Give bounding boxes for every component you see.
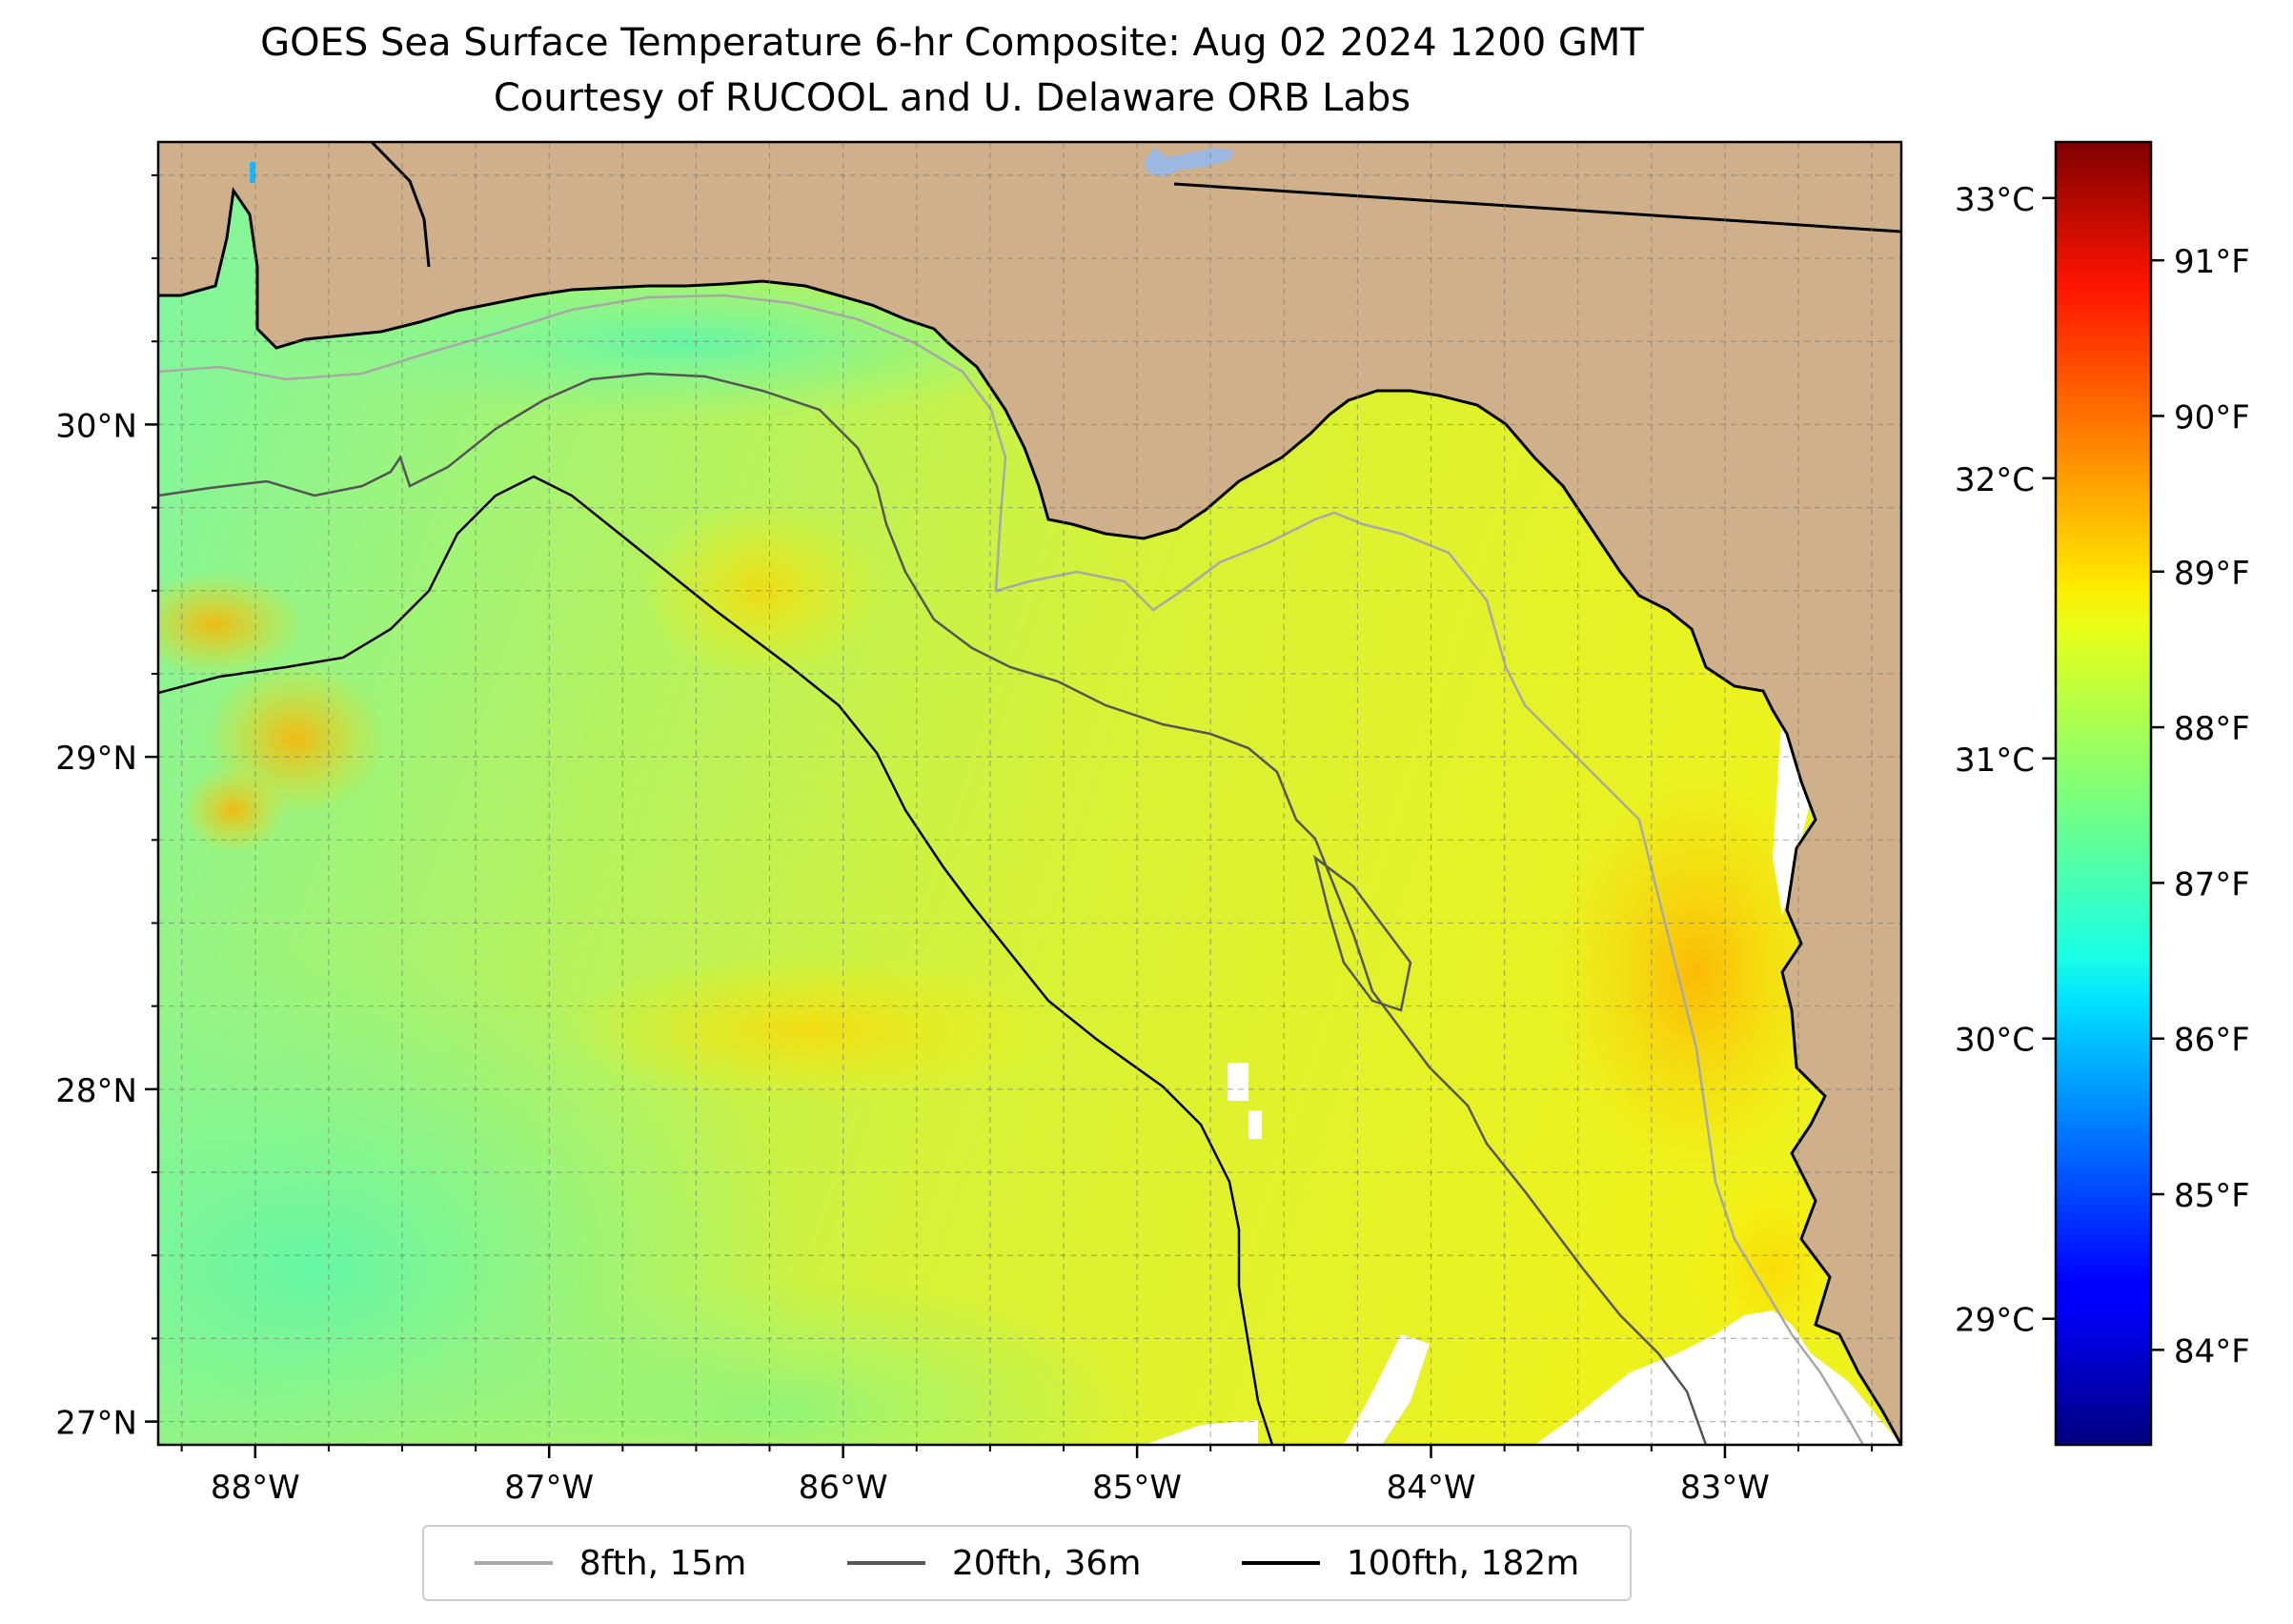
warm-water-patch xyxy=(639,500,886,681)
latitude-ticks: 30°N 29°N 28°N 27°N xyxy=(55,173,158,1443)
warm-water-patch xyxy=(1553,772,1839,1172)
fahrenheit-tick-label: 84°F xyxy=(2174,1332,2250,1370)
fahrenheit-tick-label: 87°F xyxy=(2174,865,2250,903)
celsius-tick-label: 33°C xyxy=(1955,181,2035,219)
legend-item-20fth: 20fth, 36m xyxy=(846,1543,1142,1583)
isobath-legend: 8fth, 15m 20fth, 36m 100fth, 182m xyxy=(422,1525,1632,1601)
isobath-8fth-15m xyxy=(158,294,1865,1445)
fahrenheit-tick-label: 91°F xyxy=(2174,243,2250,281)
legend-label: 100fth, 182m xyxy=(1346,1543,1580,1583)
celsius-tick-label: 30°C xyxy=(1955,1022,2035,1060)
legend-label: 8fth, 15m xyxy=(578,1543,747,1583)
lat-tick-label: 29°N xyxy=(55,740,137,778)
colorbar xyxy=(2054,140,2153,1447)
fahrenheit-tick-label: 90°F xyxy=(2174,398,2250,436)
inlet-water xyxy=(250,162,255,183)
celsius-tick-label: 31°C xyxy=(1955,741,2035,780)
fahrenheit-tick-label: 89°F xyxy=(2174,555,2250,593)
lon-tick-label: 88°W xyxy=(211,1469,300,1507)
warm-water-patch xyxy=(562,953,1058,1106)
state-border xyxy=(1173,182,1901,233)
state-border xyxy=(370,142,431,268)
legend-item-100fth: 100fth, 182m xyxy=(1241,1543,1580,1583)
map-panel xyxy=(158,142,1901,1445)
celsius-tick-label: 32°C xyxy=(1955,461,2035,499)
legend-swatch xyxy=(1241,1561,1320,1565)
chart-title: GOES Sea Surface Temperature 6-hr Compos… xyxy=(260,21,1644,65)
map-frame xyxy=(156,140,1903,1447)
warm-water-patch xyxy=(181,767,286,853)
cool-water-region-2 xyxy=(419,1277,1144,1445)
fahrenheit-tick-label: 85°F xyxy=(2174,1177,2250,1215)
lat-tick-label: 30°N xyxy=(55,407,137,445)
missing-data-area xyxy=(1248,1110,1262,1139)
lon-tick-label: 84°W xyxy=(1387,1469,1476,1507)
lat-tick-label: 28°N xyxy=(55,1072,137,1110)
lon-tick-label: 83°W xyxy=(1680,1469,1770,1507)
longitude-ticks: 88°W 87°W 86°W 85°W 84°W 83°W xyxy=(180,1445,1874,1507)
lon-tick-label: 85°W xyxy=(1092,1469,1182,1507)
legend-item-8fth: 8fth, 15m xyxy=(474,1543,747,1583)
celsius-tick-label: 29°C xyxy=(1955,1302,2035,1340)
lake-water xyxy=(1144,148,1234,176)
fahrenheit-tick-label: 88°F xyxy=(2174,710,2250,748)
legend-swatch xyxy=(846,1561,925,1565)
warm-water-patch xyxy=(158,572,305,677)
legend-label: 20fth, 36m xyxy=(951,1543,1142,1583)
isobath-20fth-36m xyxy=(158,372,1708,1445)
fahrenheit-tick-label: 86°F xyxy=(2174,1022,2250,1060)
coastline xyxy=(158,186,1901,1445)
lon-tick-label: 87°W xyxy=(504,1469,594,1507)
gridlines xyxy=(158,142,1901,1445)
isobath-100fth-182m xyxy=(158,475,1274,1445)
lat-tick-label: 27°N xyxy=(55,1405,137,1443)
fahrenheit-ticks: 91°F 90°F 89°F 88°F 87°F 86°F 85°F 84°F xyxy=(2151,243,2250,1370)
legend-swatch xyxy=(474,1561,553,1565)
land-area xyxy=(158,142,1901,1445)
missing-data-area xyxy=(1534,1310,1901,1445)
chart-subtitle: Courtesy of RUCOOL and U. Delaware ORB L… xyxy=(493,76,1411,120)
isobath-20fth-36m xyxy=(1312,854,1412,1012)
celsius-ticks: 33°C 32°C 31°C 30°C 29°C xyxy=(1955,181,2056,1340)
missing-data-area xyxy=(1144,1334,1430,1445)
lon-tick-label: 86°W xyxy=(799,1469,888,1507)
missing-data-area xyxy=(1228,1063,1248,1101)
